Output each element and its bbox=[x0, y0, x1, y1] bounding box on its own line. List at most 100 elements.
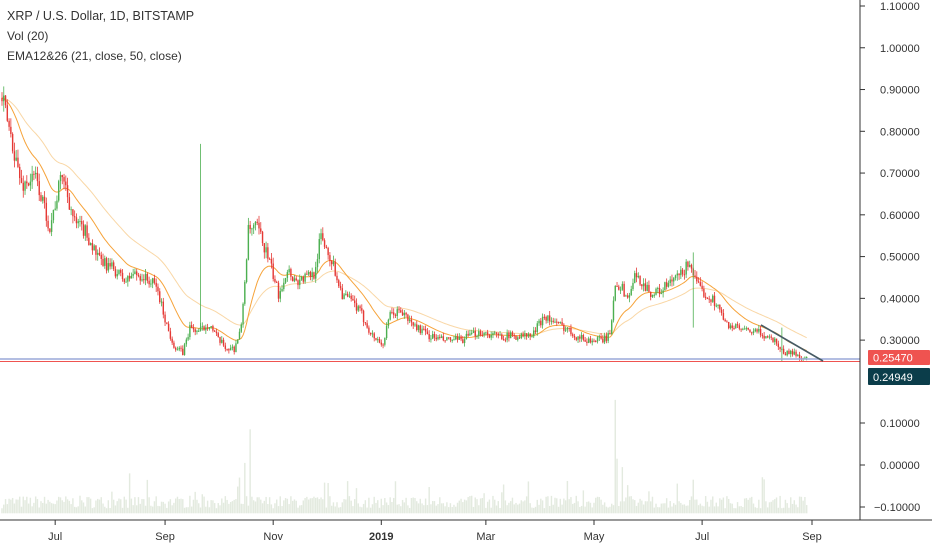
candle-body bbox=[738, 325, 741, 329]
volume-bar bbox=[281, 506, 283, 514]
candle-body bbox=[756, 329, 758, 332]
time-axis-label: May bbox=[584, 531, 605, 543]
volume-bar bbox=[573, 502, 576, 514]
volume-bar bbox=[49, 501, 51, 514]
volume-bar bbox=[747, 499, 749, 514]
volume-bar bbox=[561, 504, 563, 514]
trendline[interactable] bbox=[760, 324, 824, 362]
volume-bar bbox=[449, 503, 452, 514]
candle-body bbox=[354, 300, 356, 304]
candle-body bbox=[579, 336, 581, 339]
candle-body bbox=[518, 337, 521, 339]
candle-body bbox=[541, 316, 544, 326]
volume-bar bbox=[540, 498, 542, 514]
volume-bar bbox=[68, 500, 71, 514]
volume-bar bbox=[782, 507, 785, 514]
candle-body bbox=[254, 221, 257, 226]
volume-bar bbox=[692, 479, 694, 514]
candle-body bbox=[93, 245, 95, 251]
candle-body bbox=[389, 312, 391, 320]
candle-body bbox=[155, 282, 157, 287]
volume-bar bbox=[185, 507, 188, 514]
last-price-badge[interactable] bbox=[868, 350, 930, 365]
candle-body bbox=[17, 157, 19, 167]
volume-bar bbox=[86, 497, 88, 514]
candle-body bbox=[701, 285, 703, 289]
candle-body bbox=[761, 335, 764, 337]
candle-body bbox=[132, 274, 134, 276]
volume-bar bbox=[15, 499, 17, 514]
candle-body bbox=[524, 333, 526, 337]
candle-body bbox=[194, 329, 196, 332]
support-price-badge[interactable] bbox=[868, 368, 930, 385]
candle-body bbox=[82, 224, 85, 236]
candle-body bbox=[134, 271, 136, 275]
volume-bar bbox=[286, 498, 289, 514]
candle-body bbox=[226, 348, 228, 350]
volume-bar bbox=[538, 504, 540, 514]
candle-body bbox=[107, 263, 110, 271]
volume-bar bbox=[472, 506, 475, 514]
candle-body bbox=[742, 328, 744, 330]
volume-indicator-label[interactable]: Vol (20) bbox=[7, 29, 49, 43]
volume-bar bbox=[318, 499, 320, 514]
volume-bar bbox=[509, 501, 512, 514]
symbol-title[interactable]: XRP / U.S. Dollar, 1D, BITSTAMP bbox=[7, 9, 195, 23]
volume-bar bbox=[364, 500, 367, 514]
ema-indicator-label[interactable]: EMA12&26 (21, close, 50, close) bbox=[7, 49, 182, 63]
candle-body bbox=[105, 258, 108, 271]
volume-bar bbox=[710, 499, 712, 514]
candle-body bbox=[396, 309, 398, 316]
candle-body bbox=[137, 275, 140, 277]
candle-body bbox=[736, 324, 739, 326]
candle-body bbox=[580, 335, 583, 339]
volume-bar bbox=[143, 499, 145, 514]
volume-bar bbox=[88, 497, 90, 514]
volume-bar bbox=[580, 505, 583, 514]
volume-bar bbox=[554, 497, 556, 514]
volume-bar bbox=[525, 496, 528, 514]
volume-bar bbox=[713, 506, 716, 514]
candle-body bbox=[403, 312, 406, 316]
candle-body bbox=[727, 321, 730, 329]
volume-bar bbox=[481, 498, 484, 514]
candle-body bbox=[268, 258, 271, 260]
volume-bar bbox=[619, 501, 622, 514]
volume-bar bbox=[396, 504, 398, 514]
candle-body bbox=[626, 295, 629, 298]
candle-body bbox=[385, 325, 388, 339]
candle-body bbox=[245, 259, 248, 283]
candle-body bbox=[400, 310, 402, 313]
volume-bar bbox=[687, 505, 689, 514]
volume-bar bbox=[572, 503, 574, 514]
candle-body bbox=[749, 329, 751, 333]
candle-body bbox=[573, 335, 576, 338]
volume-bar bbox=[518, 503, 521, 514]
candle-body bbox=[522, 333, 524, 337]
candle-body bbox=[462, 339, 464, 343]
volume-bar bbox=[591, 507, 593, 514]
volume-bar bbox=[201, 494, 203, 514]
volume-bar bbox=[22, 496, 24, 514]
volume-bar bbox=[451, 507, 453, 514]
volume-bar bbox=[304, 498, 306, 514]
candle-body bbox=[196, 330, 198, 332]
candle-body bbox=[185, 339, 188, 345]
volume-bar bbox=[118, 498, 120, 514]
candle-body bbox=[29, 181, 32, 186]
volume-bar bbox=[455, 506, 457, 514]
volume-bar bbox=[632, 499, 634, 514]
volume-bar bbox=[547, 496, 549, 514]
volume-bar bbox=[621, 467, 624, 514]
volume-bar bbox=[586, 501, 588, 514]
volume-bar bbox=[329, 496, 331, 514]
candle-body bbox=[205, 327, 207, 331]
volume-bar bbox=[283, 500, 285, 514]
volume-bar bbox=[742, 506, 744, 514]
volume-bar bbox=[412, 497, 414, 514]
volume-bar bbox=[244, 462, 246, 514]
volume-bar bbox=[176, 496, 179, 514]
candle-body bbox=[286, 272, 289, 279]
candle-body bbox=[251, 228, 253, 230]
